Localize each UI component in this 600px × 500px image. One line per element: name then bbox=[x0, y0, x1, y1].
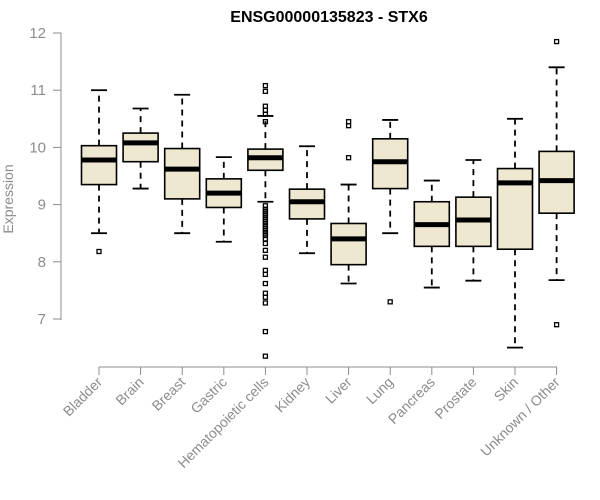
outlier-point bbox=[262, 271, 269, 278]
outlier-point bbox=[345, 155, 352, 161]
y-tick-label: 11 bbox=[30, 82, 46, 99]
box-group bbox=[80, 89, 118, 255]
y-tick-label: 9 bbox=[38, 197, 46, 214]
iqr-box bbox=[163, 147, 201, 200]
outlier-point bbox=[262, 353, 269, 359]
box-group bbox=[205, 156, 243, 243]
outlier-point bbox=[553, 322, 560, 328]
x-tick-label: Bladder bbox=[60, 374, 106, 420]
plot-area bbox=[80, 38, 575, 359]
y-axis-label: Expression bbox=[0, 164, 16, 233]
outlier-point bbox=[262, 294, 269, 300]
outlier-point bbox=[262, 111, 269, 117]
outlier-point bbox=[387, 299, 393, 305]
y-axis-ticks: 7 8 9 10 11 12 bbox=[29, 25, 61, 328]
box-group bbox=[496, 117, 534, 349]
outlier-point bbox=[262, 88, 269, 94]
outlier-point bbox=[262, 280, 269, 287]
iqr-box bbox=[122, 132, 159, 163]
outlier-point bbox=[96, 248, 102, 255]
x-tick-label: Brain bbox=[112, 374, 146, 408]
x-tick-label: Skin bbox=[491, 374, 522, 405]
iqr-box bbox=[80, 144, 118, 186]
x-tick-label: Prostate bbox=[431, 374, 479, 422]
x-tick-label: Liver bbox=[322, 374, 355, 407]
x-tick-label: Breast bbox=[148, 374, 188, 414]
box-group bbox=[413, 179, 451, 289]
outlier-point bbox=[262, 247, 269, 254]
outlier-point bbox=[262, 254, 269, 260]
iqr-box bbox=[330, 222, 367, 266]
box-group bbox=[330, 119, 367, 285]
outlier-point bbox=[553, 38, 560, 45]
x-tick-label: Unknown / Other bbox=[477, 374, 563, 460]
x-tick-label: Lung bbox=[363, 374, 396, 407]
x-tick-label: Kidney bbox=[272, 374, 314, 416]
outlier-point bbox=[262, 119, 269, 125]
outlier-point bbox=[262, 240, 269, 247]
box-group bbox=[122, 107, 159, 190]
outlier-point bbox=[262, 300, 269, 306]
y-tick-label: 10 bbox=[29, 139, 46, 156]
box-group bbox=[371, 119, 409, 305]
box-group bbox=[455, 159, 492, 282]
box-group bbox=[247, 82, 284, 359]
y-tick-label: 12 bbox=[29, 25, 46, 42]
outlier-point bbox=[262, 328, 269, 335]
box-group bbox=[538, 38, 575, 328]
y-tick-label: 7 bbox=[38, 311, 46, 328]
outlier-point bbox=[345, 123, 352, 129]
outlier-point bbox=[262, 236, 269, 242]
box-group bbox=[288, 145, 326, 255]
box-group bbox=[163, 93, 201, 235]
outlier-point bbox=[262, 82, 269, 89]
y-tick-label: 8 bbox=[38, 254, 46, 271]
chart-title: ENSG00000135823 - STX6 bbox=[230, 9, 428, 26]
